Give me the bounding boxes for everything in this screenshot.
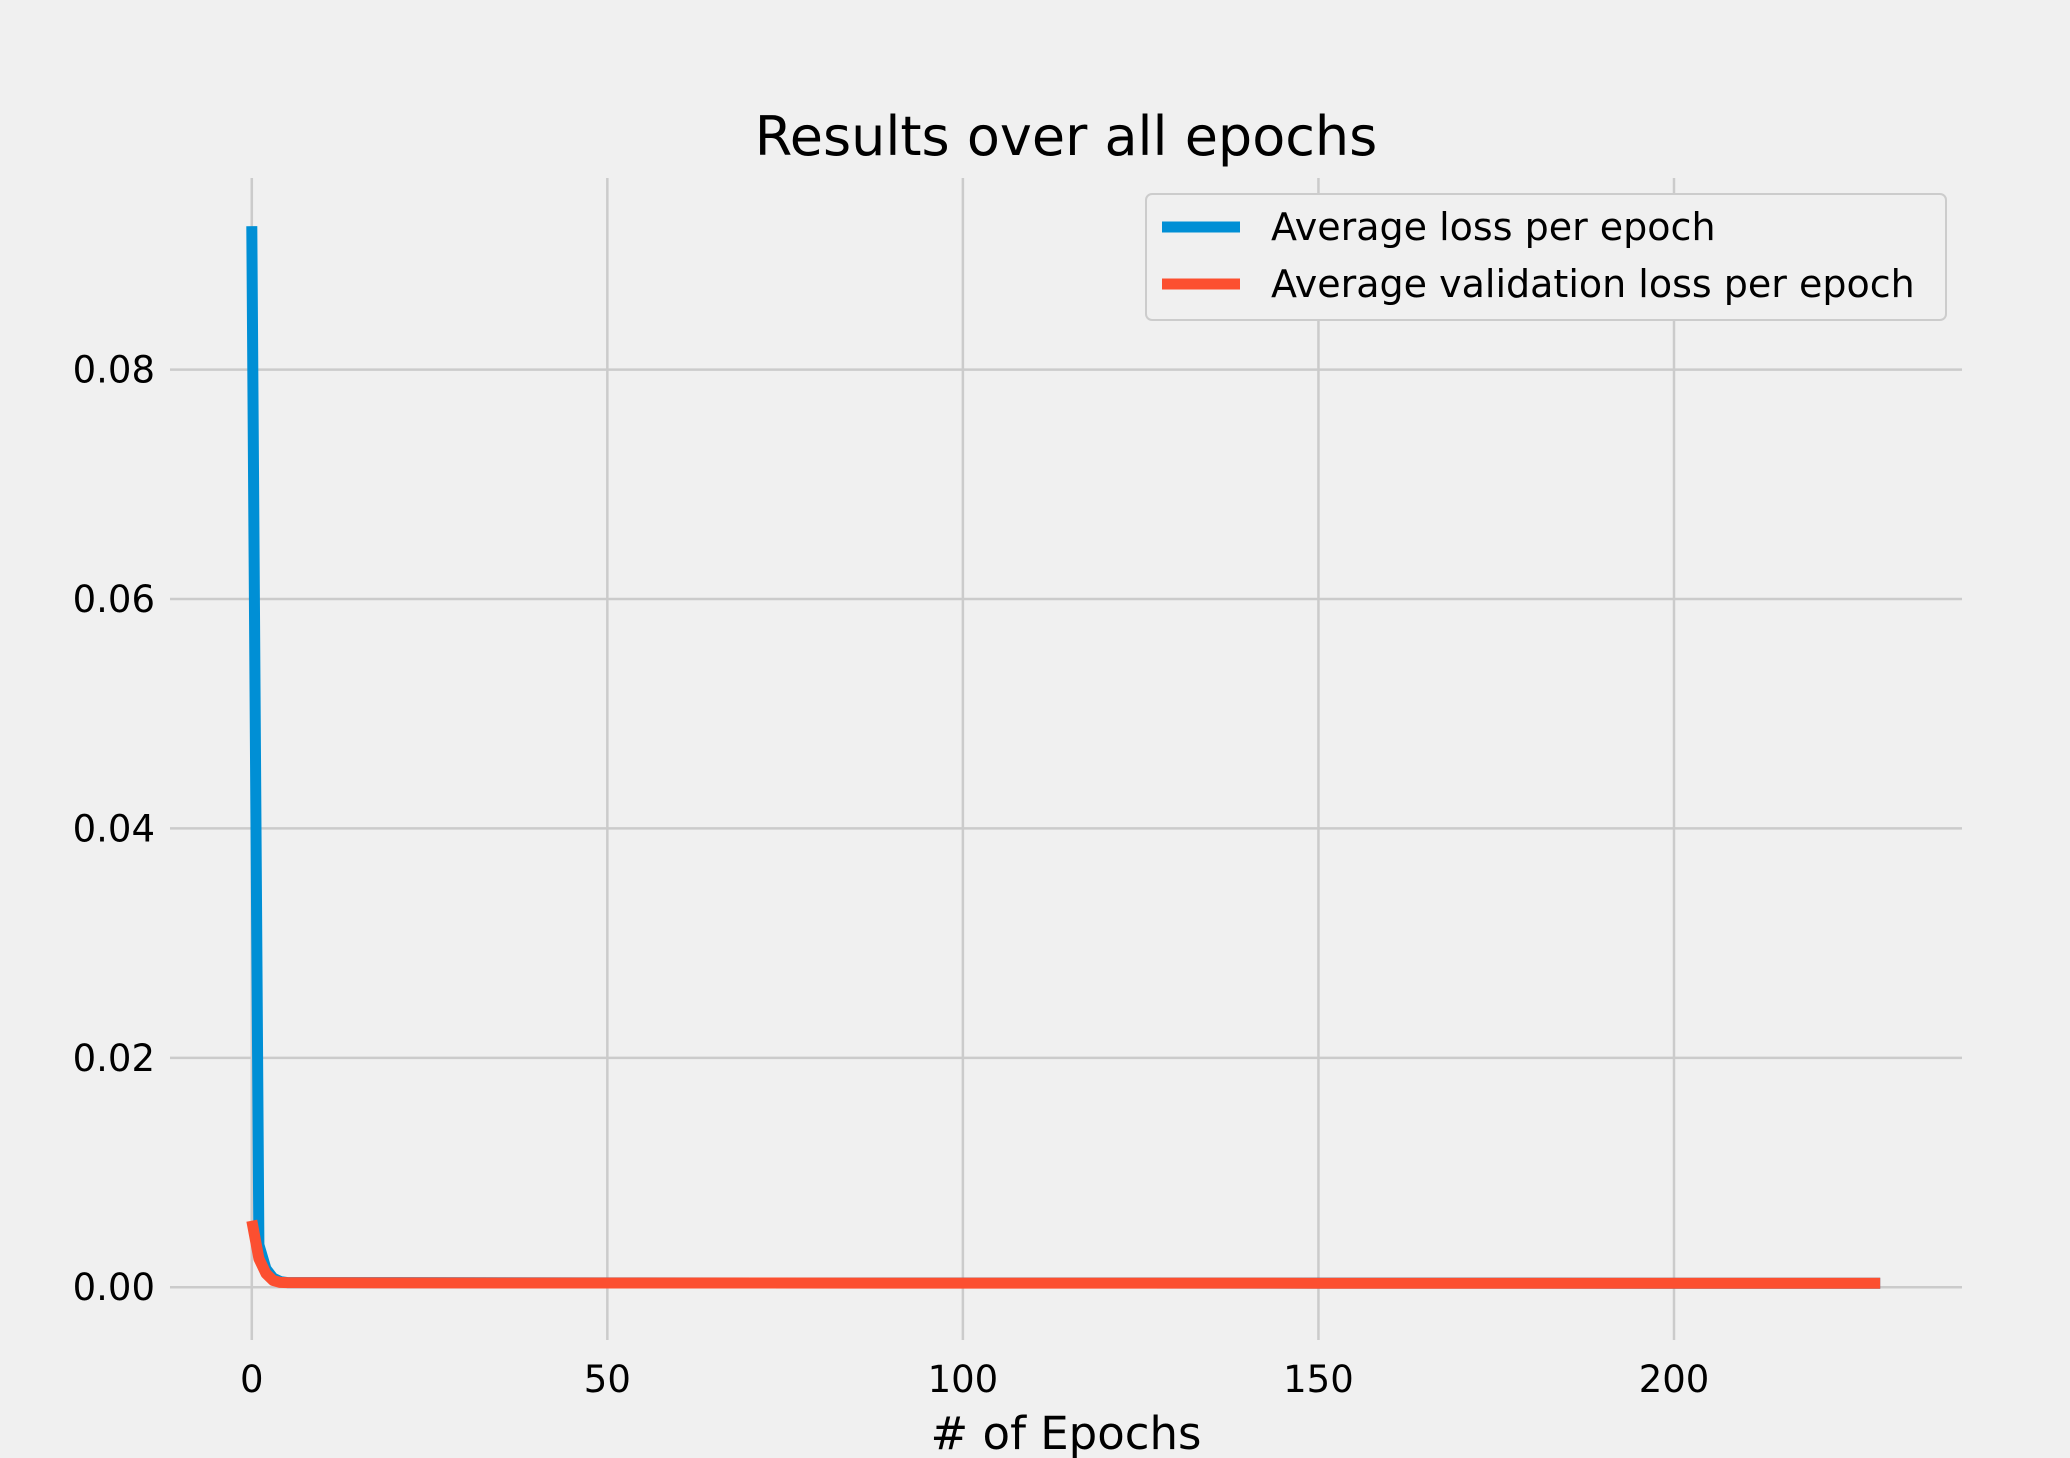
y-tick-labels: 0.00 0.02 0.04 0.06 0.08: [73, 349, 155, 1310]
y-tick-label: 0.02: [73, 1037, 155, 1080]
legend-label-average-loss: Average loss per epoch: [1271, 205, 1716, 249]
legend-box: [1145, 193, 1947, 321]
chart-title: Results over all epochs: [755, 105, 1378, 168]
legend-label-average-validation-loss: Average validation loss per epoch: [1271, 262, 1915, 306]
x-tick-labels: 0 50 100 150 200: [240, 1358, 1709, 1401]
x-tick-label: 150: [1283, 1358, 1354, 1401]
x-tick-label: 200: [1639, 1358, 1710, 1401]
y-tick-label: 0.06: [73, 578, 155, 621]
x-tick-label: 100: [928, 1358, 999, 1401]
x-tick-label: 50: [584, 1358, 631, 1401]
y-tick-label: 0.00: [73, 1266, 155, 1309]
legend: Average loss per epoch Average validation…: [1145, 193, 1947, 321]
series-line-average-validation-loss: [246, 1219, 1881, 1289]
x-axis-label: # of Epochs: [931, 1407, 1202, 1458]
y-tick-label: 0.04: [73, 807, 155, 850]
series-lines: [246, 226, 1881, 1289]
x-tick-label: 0: [240, 1358, 264, 1401]
y-tick-label: 0.08: [73, 349, 155, 392]
